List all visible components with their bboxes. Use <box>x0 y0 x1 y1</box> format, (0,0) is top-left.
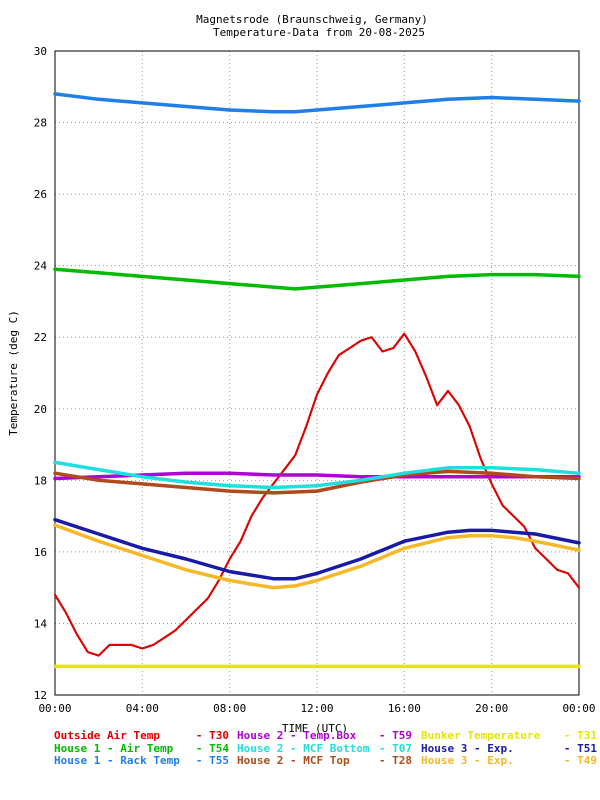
x-tick-label: 20:00 <box>475 702 508 715</box>
series-line <box>53 471 581 481</box>
chart-subtitle: Temperature-Data from 20-08-2025 <box>213 26 425 39</box>
x-tick-label: 00:00 <box>38 702 71 715</box>
series-line <box>53 460 581 490</box>
x-tick-label: 12:00 <box>300 702 333 715</box>
chart-title: Magnetsrode (Braunschweig, Germany) <box>196 13 428 26</box>
legend-entry-name: Outside Air Temp <box>54 729 160 742</box>
series-line <box>53 92 581 114</box>
y-tick-label: 28 <box>34 117 47 130</box>
legend-entry-tag: - T30 <box>196 729 229 742</box>
legend-entry-name: House 2 - MCF Top <box>237 754 350 767</box>
y-tick-label: 20 <box>34 403 47 416</box>
legend-entry-tag: - T28 <box>379 754 412 767</box>
legend-entry-tag: - T54 <box>196 742 229 755</box>
y-tick-label: 18 <box>34 474 47 487</box>
series-line <box>53 523 581 590</box>
y-tick-label: 22 <box>34 331 47 344</box>
tick-labels: 00:00 04:00 08:00 12:00 16:00 20:00 00:0012141… <box>34 45 596 715</box>
y-tick-label: 24 <box>34 260 48 273</box>
y-tick-label: 16 <box>34 546 47 559</box>
legend-entry-name: House 3 - Exp. <box>421 754 514 767</box>
legend-entry-tag: - T59 <box>379 729 412 742</box>
x-tick-label: 00:00 <box>562 702 595 715</box>
legend-entry-name: House 1 - Rack Temp <box>54 754 180 767</box>
y-axis-label: Temperature (deg C) <box>7 310 20 436</box>
legend-entry-name: House 2 - MCF Bottom <box>237 742 370 755</box>
x-tick-label: 04:00 <box>126 702 159 715</box>
y-tick-label: 12 <box>34 689 47 702</box>
series-line <box>53 517 581 581</box>
legend: Outside Air Temp - T30 House 1 - Air Temp -… <box>54 729 597 767</box>
legend-entry-tag: - T07 <box>379 742 412 755</box>
legend-entry-name: House 1 - Air Temp <box>54 742 174 755</box>
y-tick-label: 14 <box>34 617 48 630</box>
series-line <box>53 267 581 291</box>
legend-entry-name: House 3 - Exp. <box>421 742 514 755</box>
series-line <box>53 469 581 495</box>
legend-entry-tag: - T49 <box>564 754 597 767</box>
y-tick-label: 26 <box>34 188 47 201</box>
legend-entry-name: Bunker Temperature <box>421 729 541 742</box>
legend-entry-tag: - T55 <box>196 754 229 767</box>
x-tick-label: 08:00 <box>213 702 246 715</box>
series-line <box>53 332 581 657</box>
legend-entry-tag: - T31 <box>564 729 597 742</box>
series-layer <box>53 92 581 669</box>
legend-entry-tag: - T51 <box>564 742 597 755</box>
plot-frame <box>54 50 580 696</box>
y-tick-label: 30 <box>34 45 47 58</box>
x-tick-label: 16:00 <box>388 702 421 715</box>
x-axis-label: TIME (UTC) <box>282 722 348 735</box>
legend-entry-name: House 2 - Temp.Box <box>237 729 357 742</box>
grid <box>55 51 579 695</box>
